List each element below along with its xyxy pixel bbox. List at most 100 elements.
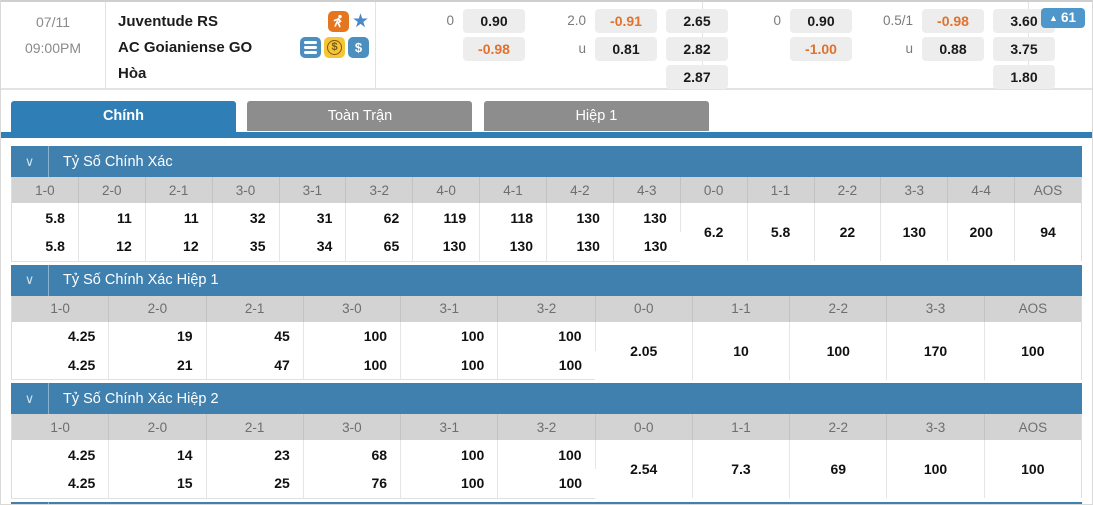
odds-cell[interactable]: 12: [78, 232, 146, 262]
odds-cell[interactable]: 200: [947, 203, 1016, 261]
odds-cell[interactable]: 11: [145, 203, 213, 232]
odds-cell[interactable]: 45: [206, 321, 304, 351]
odds-cell[interactable]: 68: [303, 440, 402, 469]
odds-cell[interactable]: 31: [279, 203, 347, 232]
away-win-odds[interactable]: 3.75: [993, 37, 1055, 61]
handicap-line-label: 0: [773, 13, 781, 28]
odds-cell[interactable]: 10: [692, 321, 791, 380]
odds-cell[interactable]: 76: [303, 469, 402, 499]
odds-cell[interactable]: 100: [400, 321, 499, 351]
odds-cell[interactable]: 100: [400, 440, 499, 469]
odds-cell[interactable]: 11: [78, 203, 146, 232]
odds-cell[interactable]: 5.8: [11, 203, 79, 232]
odds-cell[interactable]: 47: [206, 350, 304, 380]
odds-cell[interactable]: 100: [400, 350, 499, 380]
tabs-bar: Chính Toàn Trận Hiệp 1: [1, 101, 1092, 138]
odds-cell[interactable]: 4.25: [11, 350, 110, 380]
odds-cell[interactable]: 69: [789, 440, 888, 498]
odds-cell[interactable]: 130: [546, 232, 614, 262]
odds-cell[interactable]: 19: [108, 321, 207, 351]
tab-fulltime[interactable]: Toàn Trận: [247, 101, 473, 131]
live-soccer-icon[interactable]: [327, 10, 349, 32]
odds-cell[interactable]: 34: [279, 232, 347, 262]
odds-cell[interactable]: 100: [497, 350, 596, 380]
under-label: u: [905, 41, 913, 56]
odds-cell[interactable]: 94: [1014, 203, 1082, 261]
home-team-name[interactable]: Juventude RS: [118, 12, 219, 30]
section-header[interactable]: ∨ Tỷ Số Chính Xác Hiệp 2: [11, 383, 1082, 414]
handicap-away-odds[interactable]: -1.00: [790, 37, 852, 61]
odds-cell[interactable]: 100: [400, 469, 499, 499]
section-header[interactable]: ∨ Tỷ Số Chính Xác: [11, 146, 1082, 177]
odds-cell[interactable]: 21: [108, 350, 207, 380]
coin-icon[interactable]: $: [324, 36, 345, 58]
up-arrow-icon: ▲: [1049, 13, 1058, 23]
odds-cell[interactable]: 100: [497, 321, 596, 351]
odds-cell[interactable]: 100: [303, 350, 402, 380]
over-odds[interactable]: -0.98: [922, 9, 984, 33]
odds-cell[interactable]: 100: [497, 440, 596, 469]
odds-cell[interactable]: 15: [108, 469, 207, 499]
odds-cell[interactable]: 22: [814, 203, 882, 261]
odds-cell[interactable]: 2.05: [595, 321, 693, 380]
handicap-home-odds[interactable]: 0.90: [463, 9, 525, 33]
draw-odds[interactable]: 1.80: [993, 65, 1055, 89]
section-header-partial[interactable]: [11, 501, 1082, 504]
tab-firsthalf[interactable]: Hiệp 1: [483, 101, 709, 131]
odds-cell[interactable]: 100: [984, 440, 1082, 498]
tab-main[interactable]: Chính: [11, 101, 236, 138]
favorite-star-icon[interactable]: ★: [351, 10, 369, 32]
statement-stack-icon[interactable]: [300, 36, 321, 58]
score-column-header: 2-1: [206, 414, 304, 440]
under-odds[interactable]: 0.88: [922, 37, 984, 61]
odds-cell[interactable]: 100: [984, 321, 1082, 380]
odds-cell[interactable]: 4.25: [11, 321, 110, 351]
odds-cell[interactable]: 130: [613, 232, 681, 262]
match-datetime: 07/11 09:00PM: [1, 2, 106, 88]
away-win-odds[interactable]: 2.82: [666, 37, 728, 61]
odds-cell[interactable]: 5.8: [11, 232, 79, 262]
odds-cell[interactable]: 35: [212, 232, 280, 262]
odds-cell[interactable]: 100: [886, 440, 985, 498]
odds-cell[interactable]: 32: [212, 203, 280, 232]
odds-cell[interactable]: 118: [479, 203, 547, 232]
away-team-row: AC Goianiense GO $ $: [118, 34, 369, 60]
odds-cell[interactable]: 130: [412, 232, 481, 262]
odds-cell[interactable]: 170: [886, 321, 985, 380]
handicap-home-odds[interactable]: 0.90: [790, 9, 852, 33]
section-header[interactable]: ∨ Tỷ Số Chính Xác Hiệp 1: [11, 264, 1082, 296]
odds-cell[interactable]: 130: [880, 203, 949, 261]
odds-cell[interactable]: 25: [206, 469, 304, 499]
odds-cell[interactable]: 65: [345, 232, 414, 262]
odds-cell[interactable]: 100: [303, 321, 402, 351]
odds-cell[interactable]: 12: [145, 232, 213, 262]
odds-cell[interactable]: 100: [497, 469, 596, 499]
odds-cell[interactable]: 100: [789, 321, 888, 380]
score-column-header: AOS: [984, 295, 1082, 322]
cash-icon[interactable]: $: [348, 36, 369, 58]
odds-cell[interactable]: 119: [412, 203, 481, 232]
odds-cell[interactable]: 4.25: [11, 469, 110, 499]
odds-cell[interactable]: 2.54: [595, 440, 693, 498]
handicap-away-odds[interactable]: -0.98: [463, 37, 525, 61]
odds-cell[interactable]: 23: [206, 440, 304, 469]
draw-odds[interactable]: 2.87: [666, 65, 728, 89]
odds-cell[interactable]: 62: [345, 203, 414, 232]
odds-cell[interactable]: 130: [613, 203, 681, 232]
away-team-name[interactable]: AC Goianiense GO: [118, 38, 253, 56]
odds-cell[interactable]: 4.25: [11, 440, 110, 469]
odds-cell[interactable]: 130: [546, 203, 614, 232]
odds-cell[interactable]: 6.2: [680, 203, 748, 261]
match-time: 09:00PM: [24, 40, 82, 56]
over-odds[interactable]: -0.91: [595, 9, 657, 33]
under-odds[interactable]: 0.81: [595, 37, 657, 61]
odds-cell[interactable]: 130: [479, 232, 547, 262]
markets-container: ∨ Tỷ Số Chính Xác 1-0 2-0 2-1 3-0 3-1 3-2 4-0 4-1…: [1, 138, 1092, 504]
market-count-badge[interactable]: ▲ 61: [1041, 8, 1085, 28]
odds-cell[interactable]: 5.8: [747, 203, 815, 261]
home-win-odds[interactable]: 2.65: [666, 9, 728, 33]
score-column-header: 4-0: [412, 177, 481, 203]
odds-cell[interactable]: 7.3: [692, 440, 791, 498]
odds-cell[interactable]: 14: [108, 440, 207, 469]
